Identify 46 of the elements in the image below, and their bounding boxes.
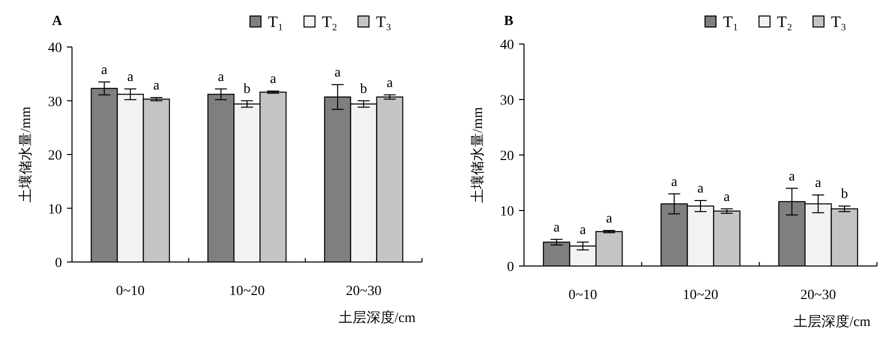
- y-axis-title: 土壤储水量/mm: [18, 106, 34, 202]
- x-tick-label: 0~10: [568, 288, 598, 303]
- legend-label: T₃: [376, 14, 392, 31]
- x-axis-title: 土层深度/cm: [794, 314, 871, 330]
- legend-label: T₂: [322, 14, 338, 31]
- x-tick-label: 0~10: [116, 284, 145, 299]
- y-tick-label: 20: [48, 148, 62, 164]
- y-tick-label: 10: [500, 204, 514, 220]
- y-tick-label: 40: [48, 41, 62, 56]
- data-label: a: [101, 62, 108, 78]
- x-tick-label: 20~30: [346, 284, 382, 299]
- x-axis-title: 土层深度/cm: [338, 310, 416, 326]
- data-label: a: [606, 211, 614, 226]
- data-label: a: [386, 76, 394, 91]
- data-label: a: [815, 176, 822, 191]
- legend-label: T₃: [831, 14, 846, 31]
- y-tick-label: 30: [48, 94, 62, 110]
- legend-label: T₁: [723, 14, 738, 31]
- data-label: a: [788, 169, 796, 184]
- data-label: a: [270, 72, 277, 88]
- legend-label: T₁: [268, 14, 284, 31]
- data-label: a: [334, 66, 342, 81]
- data-label: a: [671, 174, 678, 190]
- data-label: a: [580, 223, 587, 238]
- y-tick-label: 0: [55, 256, 62, 271]
- chart-title: A: [52, 14, 63, 29]
- data-label: b: [840, 187, 848, 202]
- data-label: a: [697, 182, 704, 197]
- legend-label: T₂: [777, 14, 792, 31]
- data-label: a: [724, 190, 731, 205]
- y-tick-label: 0: [507, 260, 514, 275]
- y-tick-label: 40: [500, 38, 514, 53]
- y-tick-label: 30: [500, 94, 514, 108]
- data-label: b: [244, 82, 250, 97]
- x-tick-label: 10~20: [682, 288, 718, 303]
- data-label: b: [360, 82, 368, 97]
- x-tick-label: 10~20: [229, 284, 265, 299]
- x-tick-label: 20~30: [800, 288, 836, 303]
- y-tick-label: 10: [48, 202, 62, 218]
- y-axis-title: 土壤储水量/mm: [470, 107, 486, 203]
- data-label: a: [127, 70, 134, 85]
- data-label: a: [553, 220, 560, 236]
- data-label: a: [218, 70, 225, 85]
- chart-title: B: [504, 14, 514, 29]
- data-label: a: [153, 78, 160, 94]
- y-tick-label: 20: [500, 149, 514, 164]
